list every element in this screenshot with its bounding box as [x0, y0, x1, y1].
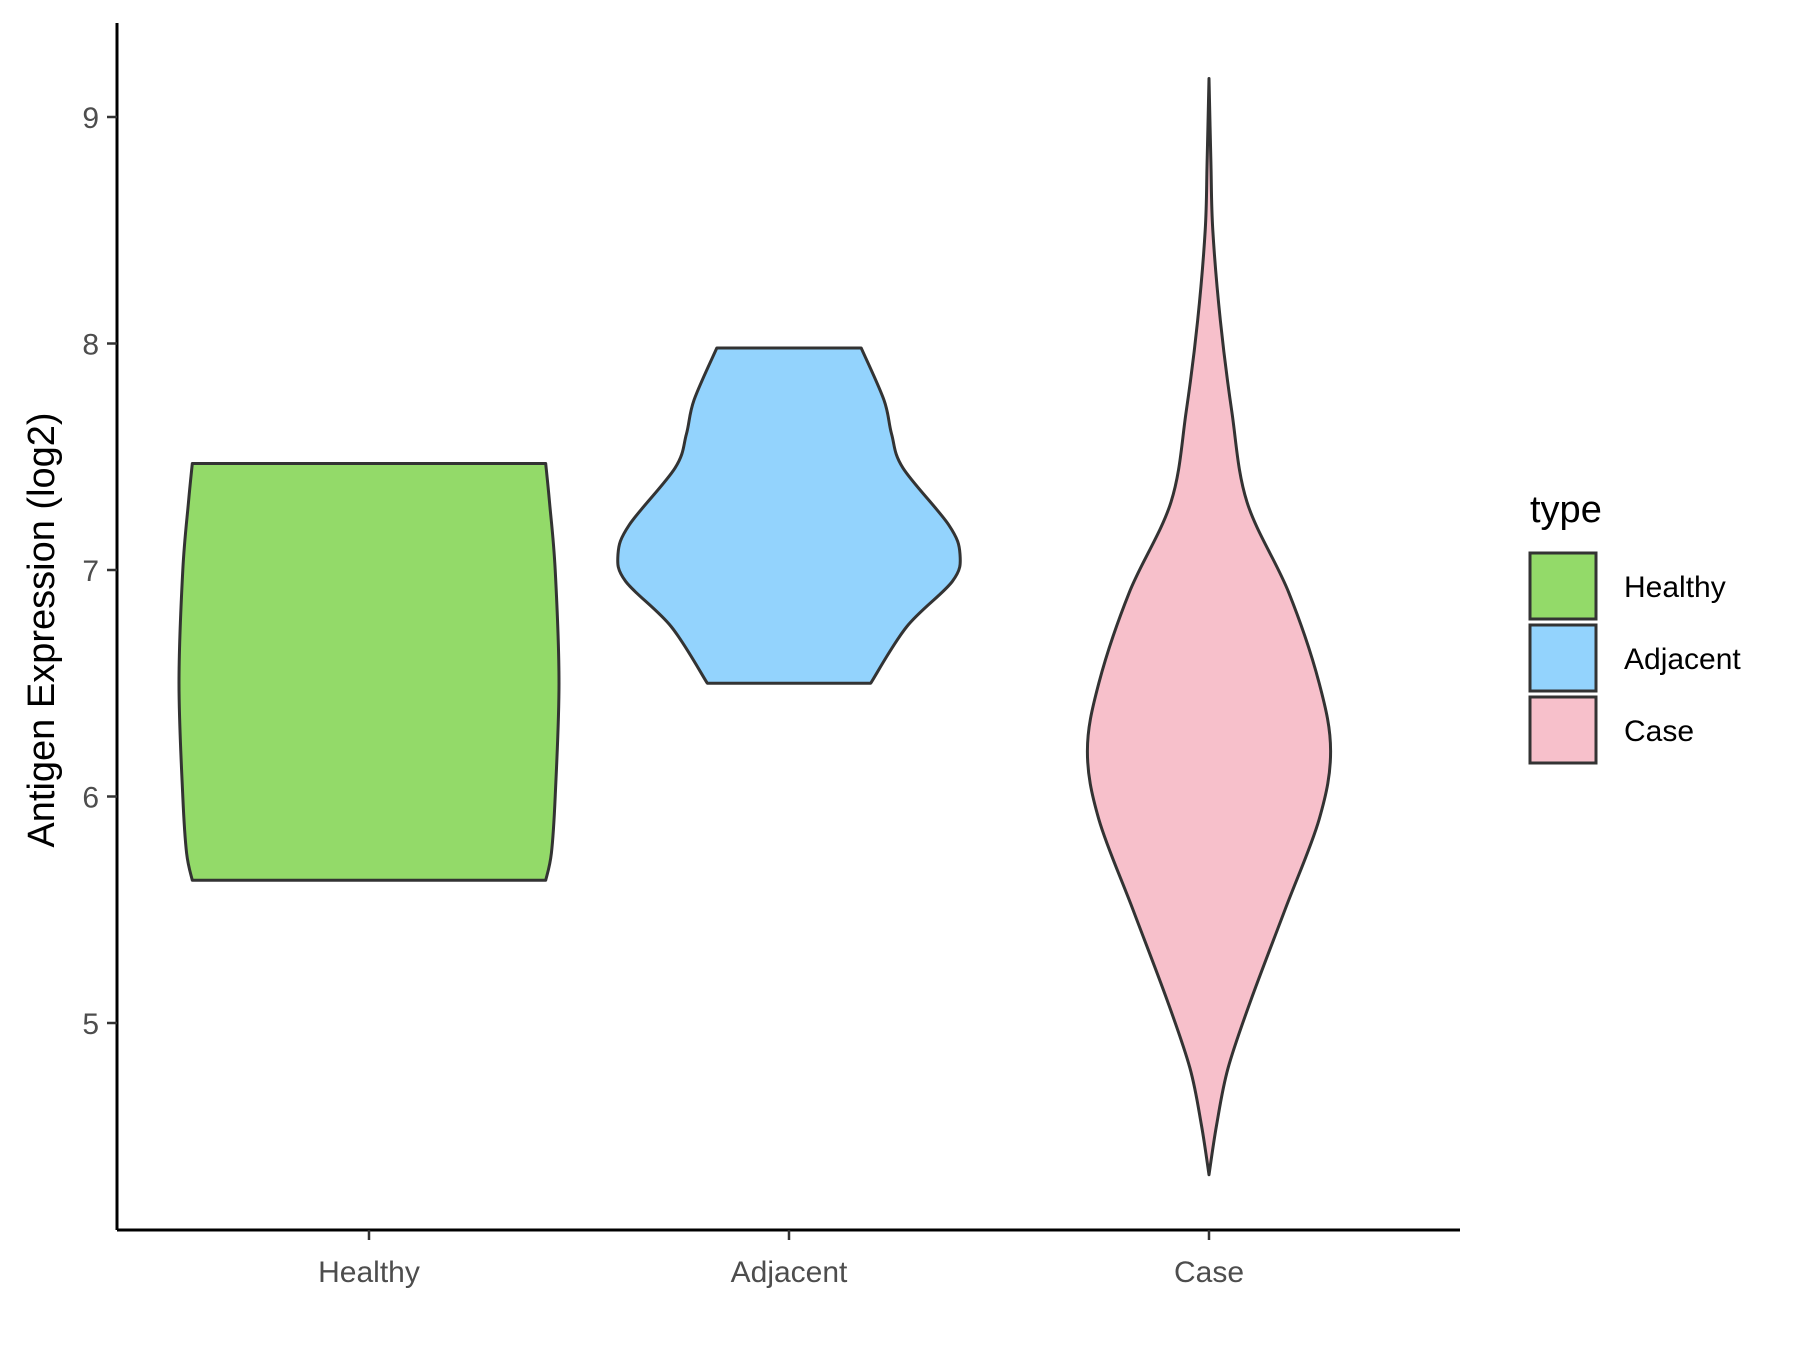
legend-key-case	[1528, 695, 1598, 765]
legend-label-adjacent: Adjacent	[1624, 643, 1741, 676]
x-ticks-group: Healthy Adjacent Case	[318, 1230, 1244, 1289]
legend-key-adjacent	[1528, 623, 1598, 693]
y-ticks-group: 5 6 7 8 9	[82, 102, 117, 1041]
y-tick-label-5: 5	[82, 1008, 99, 1041]
y-tick-label-7: 7	[82, 555, 99, 588]
y-tick-label-6: 6	[82, 782, 99, 815]
violin-healthy	[177, 462, 561, 882]
x-tick-label-case: Case	[1174, 1256, 1244, 1289]
x-tick-label-healthy: Healthy	[318, 1256, 420, 1289]
violins-group	[177, 76, 1333, 1177]
y-tick-label-8: 8	[82, 329, 99, 362]
legend-title: type	[1530, 489, 1602, 531]
legend-key-healthy	[1528, 551, 1598, 621]
legend: type Healthy Adjacent Case	[1528, 489, 1741, 765]
legend-label-case: Case	[1624, 715, 1694, 748]
y-tick-label-9: 9	[82, 102, 99, 135]
violin-case	[1085, 76, 1333, 1177]
legend-label-healthy: Healthy	[1624, 571, 1726, 604]
y-axis-title: Antigen Expression (log2)	[21, 412, 63, 847]
x-tick-label-adjacent: Adjacent	[731, 1256, 848, 1289]
violin-adjacent	[616, 346, 962, 685]
